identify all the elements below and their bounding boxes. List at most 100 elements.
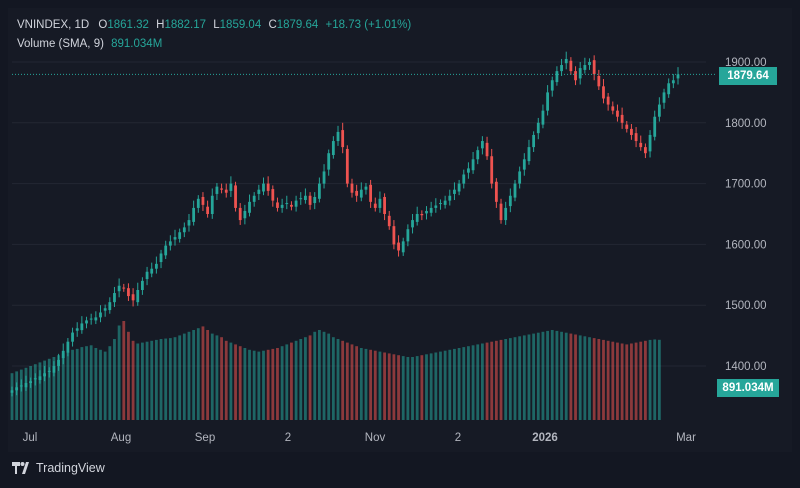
volume-bar xyxy=(341,340,345,420)
volume-bar xyxy=(182,333,186,420)
candle-body xyxy=(392,226,396,245)
volume-bar xyxy=(66,351,70,420)
candle-body xyxy=(434,205,438,208)
volume-bar xyxy=(359,348,363,420)
candle-body xyxy=(38,376,42,380)
ohlc-legend: VNINDEX, 1D O1861.32 H1882.17 L1859.04 C… xyxy=(17,19,411,31)
volume-bar xyxy=(187,331,191,420)
volume-bar xyxy=(644,340,647,420)
volume-bar xyxy=(61,353,65,420)
y-tick-label: 1800.00 xyxy=(725,118,767,130)
volume-bar xyxy=(415,356,419,420)
symbol-label: VNINDEX, 1D xyxy=(17,19,90,31)
candle-body xyxy=(373,203,377,208)
y-tick-label: 1900.00 xyxy=(725,57,767,69)
volume-bar xyxy=(574,334,577,420)
candle-body xyxy=(657,104,661,117)
candle-body xyxy=(411,220,414,228)
candle-body xyxy=(457,183,461,192)
candle-body xyxy=(550,80,554,91)
volume-bar xyxy=(122,321,126,420)
candle-body xyxy=(499,203,503,221)
volume-bar xyxy=(378,351,382,420)
volume-badge: 891.034M xyxy=(717,379,779,397)
volume-bar xyxy=(588,337,591,420)
candle-body xyxy=(206,206,210,214)
change-value: +18.73 (+1.01%) xyxy=(325,19,412,31)
volume-bar xyxy=(541,331,545,420)
candle-body xyxy=(145,271,149,280)
volume-bar xyxy=(392,354,396,420)
candle-body xyxy=(620,114,624,123)
candle-body xyxy=(588,62,591,66)
volume-label: Volume (SMA, 9) xyxy=(17,38,104,50)
y-axis-labels: 1900.00 1800.00 1700.00 1600.00 1500.00 1400.… xyxy=(725,57,767,373)
volume-bar xyxy=(215,335,219,420)
volume-bar xyxy=(47,358,51,420)
candle-body xyxy=(29,381,33,384)
volume-bar xyxy=(550,330,554,420)
price-candles xyxy=(10,51,680,397)
volume-bar xyxy=(411,357,414,420)
candle-body xyxy=(94,317,98,321)
candle-body xyxy=(602,86,605,99)
candle-body xyxy=(159,253,163,263)
candle-body xyxy=(555,71,559,83)
x-tick-label: Mar xyxy=(676,432,696,444)
volume-bar xyxy=(131,340,135,420)
candle-body xyxy=(24,383,28,388)
volume-bar xyxy=(85,346,88,420)
volume-bar xyxy=(583,336,587,420)
candle-body xyxy=(66,341,70,353)
candle-body xyxy=(192,207,196,222)
volume-bar xyxy=(127,331,130,420)
tradingview-brand[interactable]: TradingView xyxy=(12,461,105,475)
candle-body xyxy=(33,378,37,380)
candle-body xyxy=(467,168,470,173)
candle-body xyxy=(425,210,428,214)
volume-bar xyxy=(592,338,596,420)
volume-bar xyxy=(634,342,638,420)
volume-legend: Volume (SMA, 9) 891.034M xyxy=(17,38,162,50)
candle-body xyxy=(606,96,610,105)
candle-body xyxy=(178,232,182,239)
candle-body xyxy=(262,183,265,192)
volume-bar xyxy=(546,330,549,420)
candle-body xyxy=(574,71,577,81)
volume-bar xyxy=(499,339,503,420)
candle-body xyxy=(299,198,303,200)
candle-body xyxy=(229,183,233,191)
x-tick-label: Sep xyxy=(195,432,215,444)
volume-bar xyxy=(653,339,657,420)
volume-bar xyxy=(52,357,56,420)
volume-bar xyxy=(89,345,93,420)
candle-body xyxy=(187,220,191,226)
candle-body xyxy=(453,189,456,194)
candle-body xyxy=(634,133,638,142)
volume-bar xyxy=(439,351,442,420)
candle-body xyxy=(248,201,251,213)
candle-body xyxy=(196,198,200,208)
y-tick-label: 1500.00 xyxy=(725,300,767,312)
candle-body xyxy=(639,142,643,148)
volume-bar xyxy=(364,348,368,420)
volume-bar xyxy=(290,342,293,420)
candle-body xyxy=(662,92,666,103)
volume-bar xyxy=(192,330,196,420)
candle-body xyxy=(541,110,545,125)
candle-body xyxy=(257,189,261,194)
y-tick-label: 1600.00 xyxy=(725,239,767,251)
candle-body xyxy=(546,92,549,111)
candle-body xyxy=(99,312,102,318)
volume-bar xyxy=(420,355,424,420)
candle-body xyxy=(136,290,140,303)
high-value: 1882.17 xyxy=(164,19,207,31)
candle-body xyxy=(494,181,498,202)
y-tick-label: 1700.00 xyxy=(725,179,767,191)
volume-bar xyxy=(29,366,33,420)
candle-body xyxy=(350,183,354,193)
volume-bar xyxy=(304,337,307,420)
candle-body xyxy=(113,293,116,303)
